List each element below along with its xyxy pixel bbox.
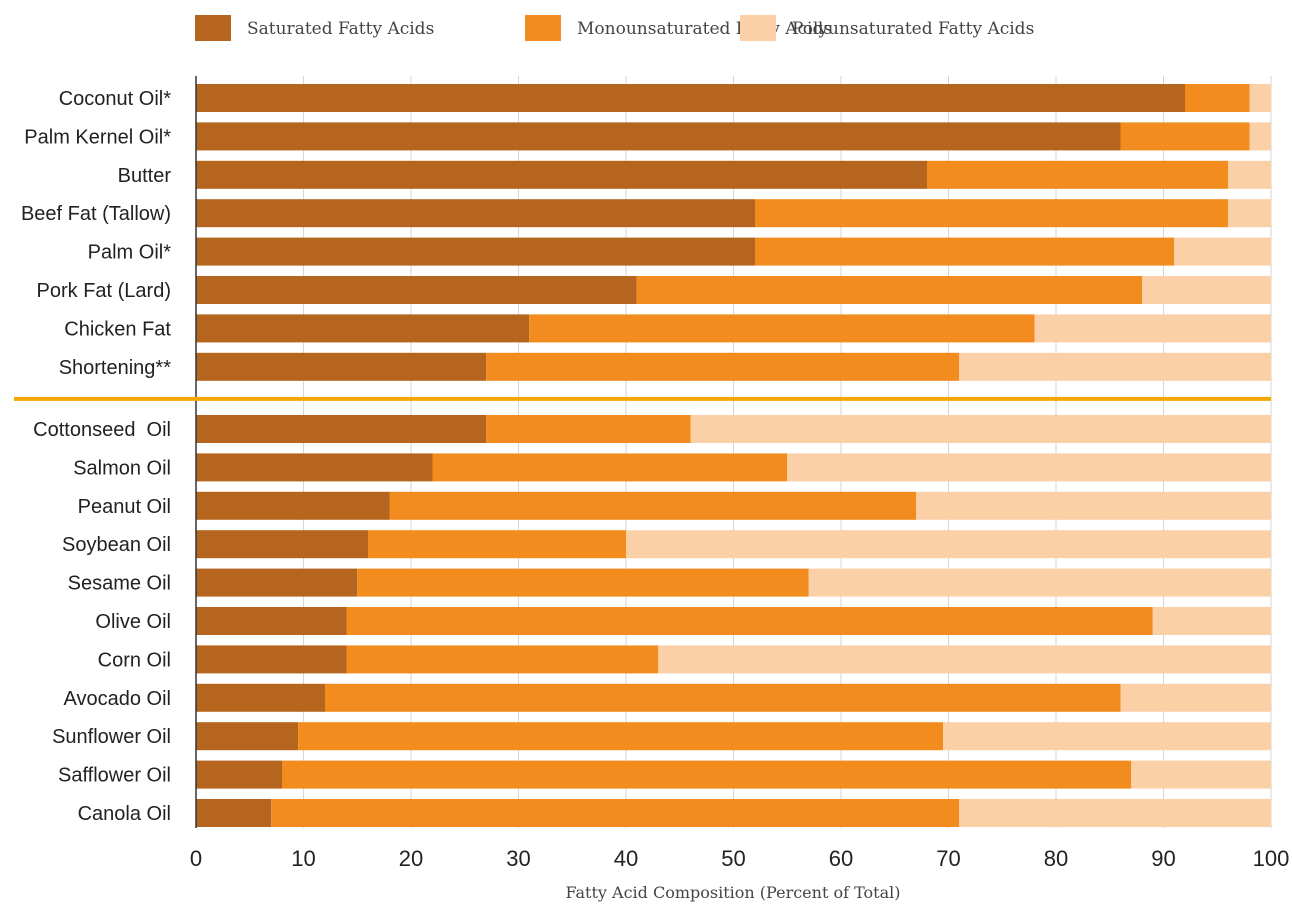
bar-segment [346, 645, 659, 674]
legend-swatch [195, 15, 231, 41]
bar-segment [271, 799, 960, 827]
bar-segment [196, 760, 282, 789]
category-label: Safflower Oil [58, 765, 171, 787]
bar-segment [196, 568, 358, 597]
bar-segment [196, 84, 1185, 112]
bar-segment [1120, 683, 1271, 712]
bar-segment [368, 530, 626, 559]
x-tick-label: 30 [506, 846, 530, 871]
bar-segment [432, 453, 788, 482]
category-label: Shortening** [59, 357, 172, 379]
bar-segment [1249, 122, 1271, 151]
bar-segment [298, 722, 944, 751]
bar-segment [196, 491, 390, 520]
category-label: Olive Oil [95, 611, 171, 633]
bar-segment [196, 799, 272, 827]
x-tick-label: 90 [1151, 846, 1175, 871]
x-tick-label: 0 [190, 846, 202, 871]
x-tick-label: 80 [1044, 846, 1068, 871]
bar-segment [196, 352, 487, 381]
bar-segment [1120, 122, 1250, 151]
bar-segment [529, 314, 1035, 343]
category-label: Soybean Oil [62, 534, 171, 556]
bar-segment [196, 683, 325, 712]
bar-segment [486, 415, 691, 443]
bar-segment [658, 645, 1271, 674]
x-tick-label: 100 [1253, 846, 1290, 871]
bar-segment [636, 276, 1142, 304]
bar-segment [196, 276, 637, 304]
bar-segment [1228, 199, 1271, 228]
bar-segment [1228, 160, 1271, 189]
bar-segment [196, 314, 530, 343]
x-tick-label: 50 [721, 846, 745, 871]
bar-segment [927, 160, 1228, 189]
bar-segment [282, 760, 1132, 789]
bar-segment [1185, 84, 1250, 112]
bar-segment [755, 199, 1228, 228]
bar-segment [196, 722, 299, 751]
x-tick-label: 70 [936, 846, 960, 871]
category-label: Palm Oil* [88, 242, 172, 264]
bar-segment [346, 607, 1153, 635]
bar-segment [196, 453, 433, 482]
category-label: Palm Kernel Oil* [24, 126, 171, 148]
category-label: Cottonseed Oil [33, 419, 171, 441]
bar-segment [389, 491, 917, 520]
bar-segment [196, 415, 487, 443]
legend-swatch [525, 15, 561, 41]
legend-label: Polyunsaturated Fatty Acids [792, 19, 1034, 39]
x-tick-label: 20 [399, 846, 423, 871]
bar-segment [943, 722, 1271, 751]
x-tick-label: 60 [829, 846, 853, 871]
bar-segment [1142, 276, 1271, 304]
bar-segment [325, 683, 1121, 712]
x-tick-labels: 0 10 20 30 40 50 60 70 80 90 100 [190, 846, 1289, 871]
bar-segment [959, 799, 1271, 827]
category-label: Sesame Oil [68, 573, 171, 595]
category-label: Peanut Oil [78, 496, 171, 518]
bar-segment [787, 453, 1271, 482]
bar-segment [1249, 84, 1271, 112]
bar-segment [196, 199, 755, 228]
x-axis-title: Fatty Acid Composition (Percent of Total… [565, 883, 900, 902]
bar-segment [357, 568, 809, 597]
bar-segment [486, 352, 960, 381]
bars [196, 84, 1271, 827]
bar-segment [626, 530, 1271, 559]
bar-segment [959, 352, 1271, 381]
bar-segment [196, 645, 347, 674]
category-label: Sunflower Oil [52, 726, 171, 748]
category-label: Beef Fat (Tallow) [21, 203, 171, 225]
bar-segment [1174, 237, 1271, 266]
legend-swatch [740, 15, 776, 41]
x-tick-label: 40 [614, 846, 638, 871]
category-label: Chicken Fat [64, 318, 171, 340]
y-axis [14, 76, 1271, 828]
x-tick-label: 10 [291, 846, 315, 871]
bar-segment [1131, 760, 1271, 789]
bar-segment [916, 491, 1271, 520]
bar-segment [196, 160, 927, 189]
bar-segment [1152, 607, 1271, 635]
category-label: Salmon Oil [73, 457, 171, 479]
legend-label: Saturated Fatty Acids [247, 19, 434, 39]
bar-segment [196, 237, 755, 266]
bar-segment [196, 122, 1121, 151]
category-label: Pork Fat (Lard) [37, 280, 171, 302]
bar-segment [755, 237, 1175, 266]
category-labels: Coconut Oil* Palm Kernel Oil* Butter Beef F… [21, 88, 171, 825]
bar-segment [196, 530, 368, 559]
bar-segment [196, 607, 347, 635]
category-label: Butter [118, 165, 172, 187]
bar-segment [690, 415, 1271, 443]
category-label: Avocado Oil [64, 688, 171, 710]
bar-segment [1034, 314, 1271, 343]
category-label: Canola Oil [78, 803, 171, 825]
category-label: Coconut Oil* [59, 88, 171, 110]
category-label: Corn Oil [98, 649, 171, 671]
legend: Saturated Fatty Acids Monounsaturated Fat… [195, 15, 1034, 41]
bar-segment [808, 568, 1271, 597]
